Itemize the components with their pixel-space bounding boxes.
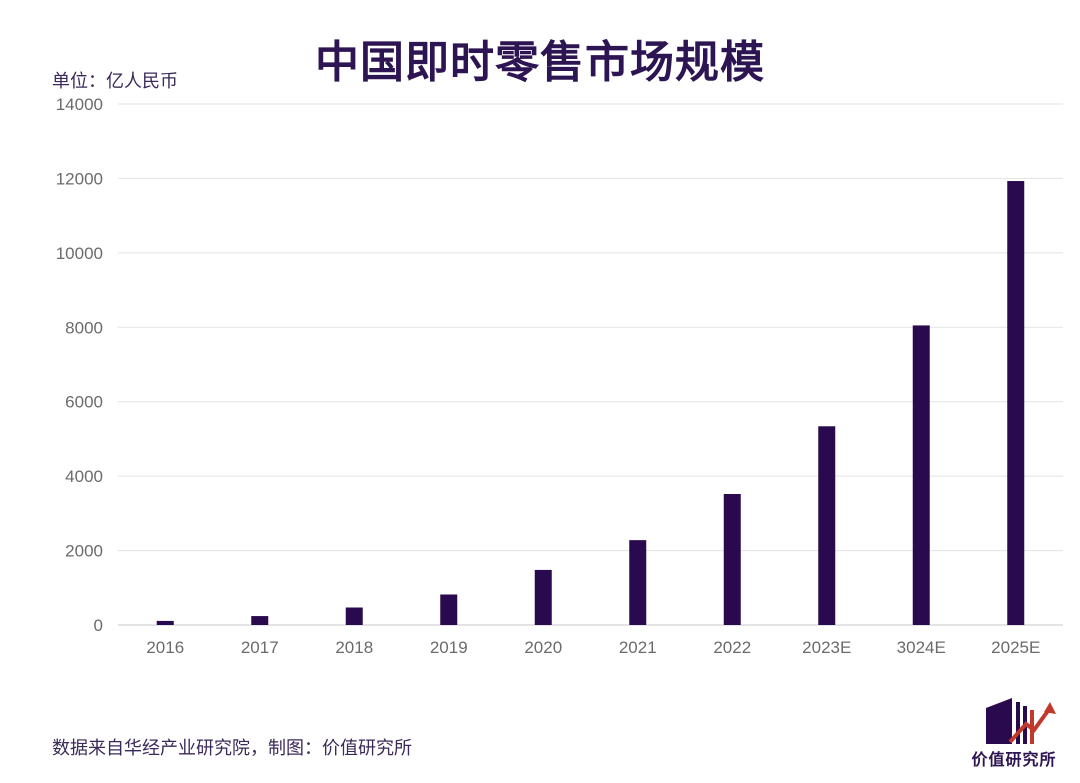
- bars: [156, 181, 1025, 625]
- bar-2018: [345, 607, 363, 625]
- x-tick-label: 2025E: [991, 638, 1040, 657]
- bar-2023E: [818, 426, 836, 625]
- y-tick-label: 0: [94, 616, 103, 635]
- logo-icon: [986, 698, 1056, 744]
- bar-2016: [156, 620, 174, 625]
- bar-2025E: [1007, 181, 1025, 625]
- x-axis-ticks: 2016 2017 2018 2019 2020 2021 2022 2023E 3024E 20…: [146, 638, 1040, 657]
- y-tick-label: 4000: [65, 467, 103, 486]
- gridlines: [118, 103, 1063, 626]
- x-tick-label: 2022: [713, 638, 751, 657]
- bar-2022: [723, 494, 741, 625]
- x-tick-label: 2018: [335, 638, 373, 657]
- bar-3024E: [912, 325, 930, 625]
- bar-2020: [534, 569, 552, 625]
- x-tick-label: 3024E: [897, 638, 946, 657]
- x-tick-label: 2017: [241, 638, 279, 657]
- y-tick-label: 10000: [56, 244, 103, 263]
- y-tick-label: 14000: [56, 95, 103, 114]
- x-tick-label: 2016: [146, 638, 184, 657]
- source-note: 数据来自华经产业研究院，制图：价值研究所: [52, 738, 412, 759]
- y-tick-label: 12000: [56, 169, 103, 188]
- unit-label: 单位：亿人民币: [52, 71, 178, 92]
- y-axis-ticks: 0 2000 4000 6000 8000 10000 12000 14000: [56, 95, 103, 635]
- bar-2019: [440, 594, 458, 625]
- x-tick-label: 2021: [619, 638, 657, 657]
- bar-2017: [251, 616, 269, 625]
- y-tick-label: 6000: [65, 393, 103, 412]
- x-tick-label: 2020: [524, 638, 562, 657]
- y-tick-label: 2000: [65, 542, 103, 561]
- chart-title: 中国即时零售市场规模: [315, 37, 765, 88]
- bar-2021: [629, 540, 647, 625]
- x-tick-label: 2023E: [802, 638, 851, 657]
- logo-text: 价值研究所: [971, 750, 1057, 769]
- x-tick-label: 2019: [430, 638, 468, 657]
- y-tick-label: 8000: [65, 318, 103, 337]
